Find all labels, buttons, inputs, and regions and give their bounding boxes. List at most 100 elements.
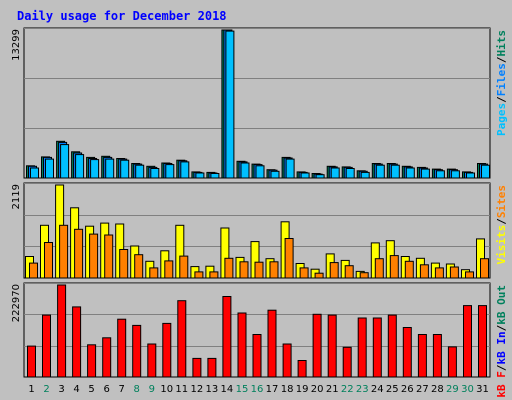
bar-sites-day-4	[74, 228, 84, 279]
panel-visitors: 2119 Visits/Sites	[11, 182, 508, 279]
bar-sites-day-23	[359, 272, 369, 279]
day-label-16: 16	[251, 384, 264, 395]
legend-entry: Pages	[495, 103, 508, 136]
day-label-27: 27	[416, 384, 429, 395]
day-label-5: 5	[88, 384, 94, 395]
bar-pages-day-24	[375, 164, 385, 179]
bar-kb-f-day-30	[463, 305, 472, 378]
bar-kb-f-day-17	[267, 309, 277, 378]
legend-entry: Sites	[495, 185, 508, 218]
bar-kb-f-day-22	[342, 346, 352, 378]
bar-kb-f-day-9	[147, 343, 157, 378]
bar-sites-day-6	[104, 234, 114, 279]
bar-sites-day-12	[194, 271, 204, 279]
bar-pages-day-16	[255, 165, 265, 179]
bar-sites-day-27	[419, 264, 429, 279]
day-label-30: 30	[461, 384, 474, 395]
bar-pages-day-19	[300, 172, 310, 179]
bar-pages-day-21	[330, 167, 340, 179]
bar-kb-f-day-18	[282, 343, 292, 378]
bar-pages-day-20	[315, 174, 325, 179]
bar-pages-day-10	[165, 164, 175, 179]
bar-pages-day-29	[450, 170, 460, 179]
legend-entry: Hits	[495, 30, 508, 57]
bar-kb-f-day-23	[357, 317, 367, 378]
legend-traffic: kB F/kB In/kB Out	[495, 285, 508, 398]
bar-sites-day-22	[344, 265, 354, 279]
bar-kb-f-day-29	[447, 346, 457, 378]
day-label-18: 18	[281, 384, 294, 395]
bar-pages-day-23	[360, 171, 370, 179]
bar-sites-day-3	[59, 224, 69, 279]
legend-entry: kB Out	[495, 285, 508, 325]
bar-kb-f-day-2	[42, 314, 51, 378]
day-label-31: 31	[476, 384, 489, 395]
bar-kb-f-day-27	[417, 334, 427, 378]
day-label-17: 17	[266, 384, 279, 395]
bar-pages-day-26	[405, 167, 415, 179]
bar-sites-day-17	[269, 261, 279, 279]
bar-pages-day-5	[90, 159, 100, 179]
day-label-13: 13	[206, 384, 219, 395]
bar-sites-day-30	[465, 271, 474, 279]
bar-kb-f-day-10	[162, 322, 172, 378]
bar-sites-day-1	[29, 262, 38, 279]
legend-entry: kB F	[495, 371, 508, 398]
bar-kb-f-day-31	[478, 305, 487, 378]
y-max-label: 13299	[11, 29, 22, 61]
bar-kb-f-day-21	[327, 314, 337, 378]
legend-entry: Files	[495, 63, 508, 96]
day-label-2: 2	[43, 384, 49, 395]
bar-pages-day-31	[481, 164, 490, 179]
day-label-6: 6	[104, 384, 110, 395]
bar-sites-day-25	[389, 255, 399, 279]
bar-sites-day-11	[179, 255, 189, 279]
legend-entry: /	[495, 364, 508, 371]
legend-entry: /	[495, 56, 508, 63]
day-label-11: 11	[175, 384, 188, 395]
bar-sites-day-31	[480, 258, 489, 279]
day-label-23: 23	[356, 384, 369, 395]
bar-kb-f-day-12	[192, 357, 202, 378]
bar-pages-day-9	[150, 168, 160, 179]
bar-sites-day-21	[329, 262, 339, 279]
chart-panels: 13299Pages/Files/Hits2119Visits/Sites222…	[11, 27, 508, 398]
bar-sites-day-15	[239, 261, 249, 279]
legend-entry: kB In	[495, 331, 508, 364]
y-max-label: 222970	[11, 284, 22, 322]
bar-pages-day-15	[240, 162, 250, 179]
bar-kb-f-day-6	[102, 337, 112, 378]
bar-kb-f-day-14	[222, 296, 232, 378]
day-label-19: 19	[296, 384, 309, 395]
day-label-9: 9	[149, 384, 155, 395]
day-label-24: 24	[371, 384, 384, 395]
bar-kb-f-day-3	[57, 284, 67, 378]
bar-pages-day-17	[270, 170, 280, 179]
bar-kb-f-day-5	[87, 344, 97, 378]
day-label-15: 15	[236, 384, 249, 395]
day-label-26: 26	[401, 384, 414, 395]
bar-sites-day-24	[374, 258, 384, 279]
legend-visitors: Visits/Sites	[495, 185, 508, 265]
day-axis-labels: 1 2 3 4 5 6 7 8 9 10 11 12 13 14 15 16 17 18 19 20 21 22 23 24 2…	[28, 384, 489, 395]
bar-pages-day-12	[195, 172, 205, 179]
legend-entry: /	[495, 324, 508, 331]
legend-requests: Pages/Files/Hits	[495, 30, 508, 136]
bar-sites-day-14	[224, 257, 234, 279]
bar-kb-f-day-8	[132, 324, 142, 378]
bar-sites-day-7	[119, 249, 129, 279]
bar-sites-day-10	[164, 260, 174, 279]
day-label-1: 1	[28, 384, 34, 395]
y-max-label: 2119	[11, 184, 22, 209]
bar-pages-day-7	[120, 159, 130, 179]
bar-kb-f-day-11	[177, 300, 187, 378]
day-label-4: 4	[73, 384, 79, 395]
bar-kb-f-day-15	[237, 312, 247, 378]
bar-pages-day-2	[45, 158, 54, 179]
legend-entry: /	[495, 218, 508, 225]
panel-frame	[23, 27, 491, 179]
bar-sites-day-5	[89, 233, 99, 279]
bar-pages-day-30	[466, 172, 475, 179]
